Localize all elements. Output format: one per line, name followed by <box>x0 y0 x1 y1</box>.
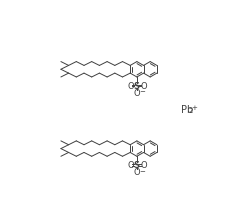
Text: Pb: Pb <box>180 104 192 114</box>
Text: O: O <box>140 82 146 90</box>
Text: S: S <box>133 82 139 90</box>
Text: S: S <box>133 160 139 169</box>
Text: −: − <box>139 168 145 174</box>
Text: O: O <box>133 167 140 176</box>
Text: O: O <box>126 160 133 169</box>
Text: −: − <box>139 89 145 95</box>
Text: 2: 2 <box>187 107 192 113</box>
Text: +: + <box>190 104 196 110</box>
Text: O: O <box>140 160 146 169</box>
Text: O: O <box>133 88 140 97</box>
Text: O: O <box>126 82 133 90</box>
